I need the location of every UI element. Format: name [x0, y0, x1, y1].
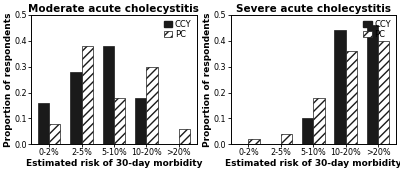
Bar [114, 98, 125, 144]
Bar [346, 51, 357, 144]
Title: Moderate acute cholecystitis: Moderate acute cholecystitis [28, 4, 199, 14]
Bar [135, 98, 146, 144]
Bar [38, 103, 49, 144]
Bar [367, 25, 378, 144]
Bar [313, 98, 324, 144]
Bar [281, 134, 292, 144]
Legend: CCY, PC: CCY, PC [362, 19, 392, 40]
Bar [82, 46, 93, 144]
Bar [248, 139, 260, 144]
Bar [179, 129, 190, 144]
Title: Severe acute cholecystitis: Severe acute cholecystitis [236, 4, 391, 14]
X-axis label: Estimated risk of 30-day morbidity: Estimated risk of 30-day morbidity [225, 159, 400, 168]
Y-axis label: Proportion of respondents: Proportion of respondents [4, 12, 13, 147]
Y-axis label: Proportion of respondents: Proportion of respondents [204, 12, 212, 147]
Bar [49, 124, 60, 144]
Bar [302, 118, 313, 144]
Bar [334, 30, 346, 144]
Bar [378, 41, 389, 144]
Legend: CCY, PC: CCY, PC [163, 19, 192, 40]
Bar [103, 46, 114, 144]
Bar [70, 72, 82, 144]
X-axis label: Estimated risk of 30-day morbidity: Estimated risk of 30-day morbidity [26, 159, 202, 168]
Bar [146, 67, 158, 144]
